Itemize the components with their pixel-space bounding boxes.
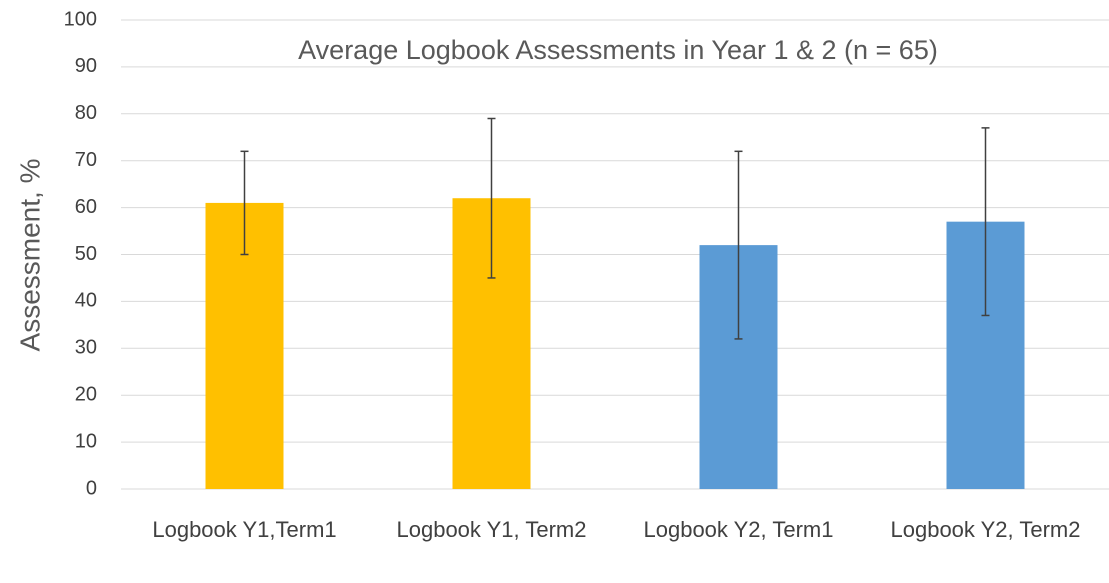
y-axis-label: Assessment, % [14,159,45,352]
x-tick-label: Logbook Y1, Term2 [396,517,587,542]
error-bar [734,150,743,340]
y-tick-label: 90 [75,55,97,77]
y-tick-label: 60 [75,196,97,218]
x-tick-label: Logbook Y2, Term2 [890,517,1081,542]
y-tick-label: 30 [75,337,97,359]
y-tick-label: 40 [75,290,97,312]
y-tick-label: 50 [75,243,97,265]
y-tick-label: 80 [75,102,97,124]
y-tick-label: 10 [75,430,97,452]
chart-title: Average Logbook Assessments in Year 1 & … [298,35,938,65]
y-tick-label: 70 [75,149,97,171]
error-bar [240,150,249,256]
y-tick-label: 100 [64,8,97,30]
x-tick-label: Logbook Y2, Term1 [643,517,834,542]
x-tick-label: Logbook Y1,Term1 [152,517,337,542]
error-bar [487,117,496,279]
y-tick-label: 20 [75,383,97,405]
error-bar [981,127,990,317]
y-tick-label: 0 [86,477,97,499]
